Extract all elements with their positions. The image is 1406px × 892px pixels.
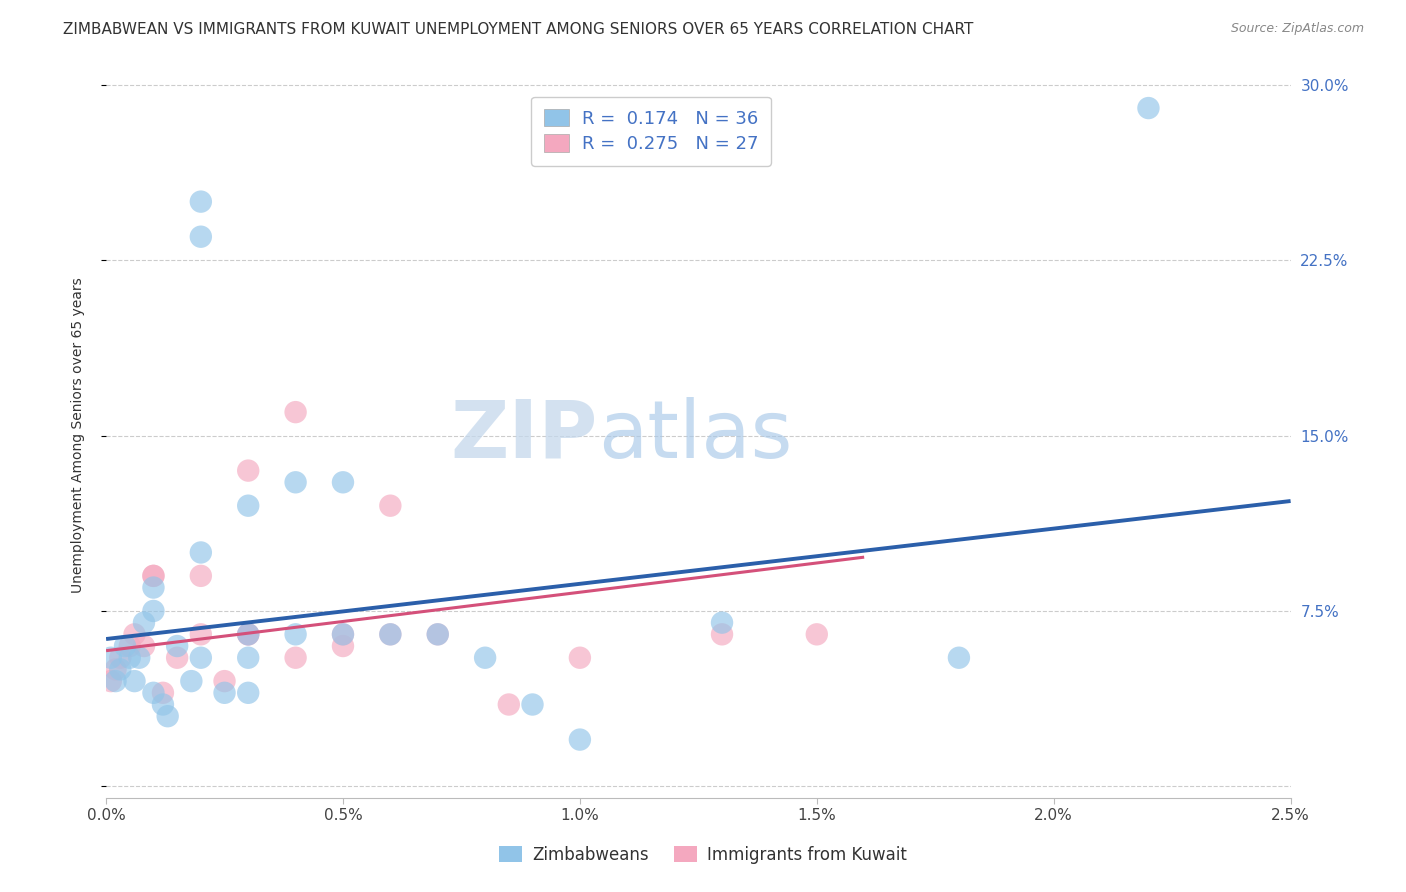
Point bbox=[568, 650, 591, 665]
Point bbox=[380, 627, 402, 641]
Point bbox=[100, 674, 122, 689]
Point bbox=[118, 639, 141, 653]
Point bbox=[100, 650, 122, 665]
Point bbox=[238, 627, 260, 641]
Point bbox=[332, 639, 354, 653]
Point bbox=[142, 569, 165, 583]
Point bbox=[284, 650, 307, 665]
Point bbox=[238, 650, 260, 665]
Point bbox=[522, 698, 544, 712]
Point bbox=[104, 662, 127, 676]
Point bbox=[104, 674, 127, 689]
Point bbox=[332, 627, 354, 641]
Legend: Zimbabweans, Immigrants from Kuwait: Zimbabweans, Immigrants from Kuwait bbox=[492, 839, 914, 871]
Point bbox=[190, 627, 212, 641]
Text: atlas: atlas bbox=[598, 397, 792, 475]
Point bbox=[238, 686, 260, 700]
Point bbox=[114, 639, 136, 653]
Point bbox=[711, 615, 734, 630]
Y-axis label: Unemployment Among Seniors over 65 years: Unemployment Among Seniors over 65 years bbox=[72, 277, 86, 593]
Point bbox=[166, 650, 188, 665]
Point bbox=[118, 650, 141, 665]
Point bbox=[128, 650, 150, 665]
Point bbox=[332, 475, 354, 490]
Point bbox=[498, 698, 520, 712]
Point bbox=[166, 639, 188, 653]
Point bbox=[142, 686, 165, 700]
Point bbox=[284, 627, 307, 641]
Point bbox=[190, 194, 212, 209]
Point bbox=[474, 650, 496, 665]
Point bbox=[142, 569, 165, 583]
Point bbox=[214, 674, 236, 689]
Point bbox=[190, 545, 212, 559]
Point bbox=[284, 475, 307, 490]
Point bbox=[948, 650, 970, 665]
Legend: R =  0.174   N = 36, R =  0.275   N = 27: R = 0.174 N = 36, R = 0.275 N = 27 bbox=[531, 96, 770, 166]
Point bbox=[156, 709, 179, 723]
Point bbox=[110, 662, 132, 676]
Point bbox=[426, 627, 449, 641]
Point bbox=[124, 627, 146, 641]
Point bbox=[152, 686, 174, 700]
Text: ZIMBABWEAN VS IMMIGRANTS FROM KUWAIT UNEMPLOYMENT AMONG SENIORS OVER 65 YEARS CO: ZIMBABWEAN VS IMMIGRANTS FROM KUWAIT UNE… bbox=[63, 22, 973, 37]
Point bbox=[238, 499, 260, 513]
Point bbox=[190, 229, 212, 244]
Point bbox=[711, 627, 734, 641]
Point bbox=[152, 698, 174, 712]
Point bbox=[142, 604, 165, 618]
Point bbox=[380, 627, 402, 641]
Point bbox=[190, 569, 212, 583]
Point bbox=[132, 639, 155, 653]
Point bbox=[1137, 101, 1160, 115]
Point bbox=[806, 627, 828, 641]
Point bbox=[238, 627, 260, 641]
Point bbox=[142, 581, 165, 595]
Point bbox=[132, 615, 155, 630]
Point bbox=[238, 464, 260, 478]
Point bbox=[190, 650, 212, 665]
Point bbox=[380, 499, 402, 513]
Point bbox=[332, 627, 354, 641]
Point bbox=[110, 650, 132, 665]
Point bbox=[284, 405, 307, 419]
Text: ZIP: ZIP bbox=[450, 397, 598, 475]
Point bbox=[214, 686, 236, 700]
Point bbox=[180, 674, 202, 689]
Point bbox=[426, 627, 449, 641]
Point bbox=[124, 674, 146, 689]
Text: Source: ZipAtlas.com: Source: ZipAtlas.com bbox=[1230, 22, 1364, 36]
Point bbox=[238, 627, 260, 641]
Point bbox=[568, 732, 591, 747]
